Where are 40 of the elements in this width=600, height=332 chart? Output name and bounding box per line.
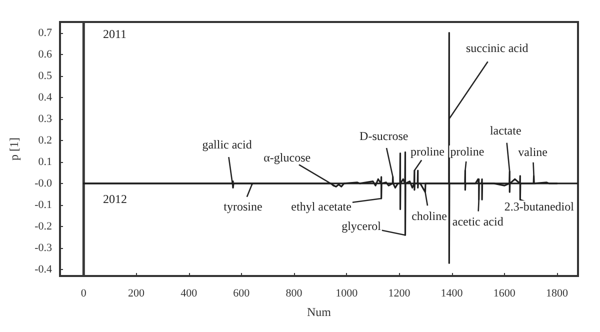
y-tick-label: 0.3 bbox=[38, 112, 52, 125]
annotation: acetic acid bbox=[452, 214, 504, 229]
annotation: proline bbox=[450, 144, 484, 159]
annotation: 2.3-butanediol bbox=[504, 200, 575, 214]
annotation: succinic acid bbox=[466, 40, 528, 55]
y-tick-label: 0.2 bbox=[38, 134, 52, 146]
annotation: glycerol bbox=[342, 219, 382, 234]
annotation: α-glucose bbox=[264, 150, 311, 165]
annotation: gallic acid bbox=[202, 138, 252, 152]
y-tick-label: -0.1 bbox=[34, 198, 52, 211]
x-axis-title: Num bbox=[307, 305, 332, 319]
annotation: ethyl acetate bbox=[291, 200, 352, 214]
x-tick-label: 200 bbox=[128, 288, 146, 300]
y-tick-label: -0.4 bbox=[34, 264, 52, 276]
y-tick-label: -0.0 bbox=[34, 177, 52, 190]
annotation: 2011 bbox=[103, 27, 127, 41]
y-tick-label: 0.7 bbox=[38, 26, 52, 39]
y-axis-title: p [1] bbox=[7, 138, 21, 160]
annotation: lactate bbox=[490, 124, 522, 138]
x-tick-label: 1400 bbox=[440, 288, 464, 300]
annotation: proline bbox=[410, 144, 444, 159]
y-tick-label: 0.5 bbox=[38, 70, 52, 82]
x-tick-label: 600 bbox=[233, 288, 250, 300]
annotation: 2012 bbox=[103, 192, 127, 206]
y-tick-label: 0.1 bbox=[38, 156, 52, 168]
y-tick-label: 0.6 bbox=[38, 48, 52, 60]
x-tick-label: 400 bbox=[180, 288, 198, 300]
x-tick-label: 1600 bbox=[493, 288, 516, 300]
x-tick-label: 1200 bbox=[388, 288, 411, 300]
annotation: tyrosine bbox=[224, 200, 262, 214]
annotation: choline bbox=[412, 209, 447, 224]
x-tick-label: 1000 bbox=[336, 288, 358, 300]
x-tick-label: 1800 bbox=[546, 288, 568, 300]
y-tick-label: -0.3 bbox=[34, 242, 52, 254]
x-tick-label: 0 bbox=[80, 288, 87, 300]
y-tick-label: 0.4 bbox=[38, 91, 52, 104]
annotation: valine bbox=[518, 144, 548, 159]
y-tick-label: -0.2 bbox=[34, 220, 52, 232]
x-tick-label: 800 bbox=[286, 288, 303, 300]
annotation: D-sucrose bbox=[360, 128, 408, 143]
